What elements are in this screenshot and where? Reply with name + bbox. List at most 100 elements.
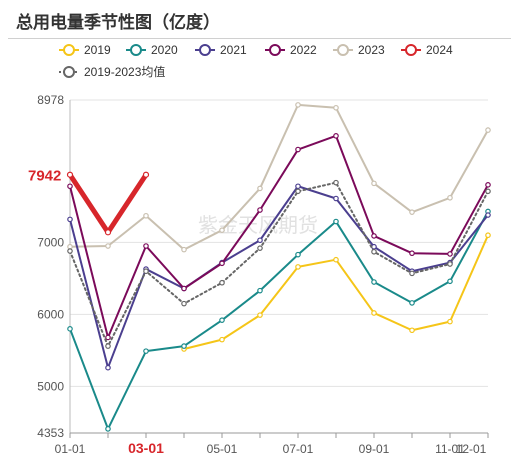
chart-title: 总用电量季节性图（亿度） <box>16 13 220 33</box>
legend-marker-2021 <box>194 42 216 58</box>
y-tick-label: 6000 <box>37 307 64 321</box>
series-2019-2023--point <box>447 261 453 267</box>
series-2020-point <box>181 343 187 349</box>
series-2023-point <box>333 104 339 111</box>
series-2023-point <box>181 246 187 253</box>
series-2022-point <box>105 334 111 341</box>
series-2022-point <box>295 146 301 153</box>
legend-marker-2023 <box>332 42 354 58</box>
series-2021-point <box>485 212 491 218</box>
series-2022-point <box>67 183 73 190</box>
legend-marker-2019 <box>58 42 80 58</box>
x-tick-label: 11-01 <box>435 442 465 456</box>
series-2021-point <box>295 183 301 190</box>
legend-item-2022[interactable]: 2022 <box>264 42 317 58</box>
legend-marker-2024 <box>400 42 422 58</box>
series-2022-point <box>181 285 187 292</box>
legend-label: 2022 <box>290 43 317 57</box>
legend-label: 2021 <box>220 43 247 57</box>
series-2024-point <box>104 229 112 236</box>
series-2023-point <box>219 227 225 233</box>
series-2019-point <box>219 336 225 343</box>
x-tick-label: 01-01 <box>55 442 86 456</box>
series-2021-point <box>333 195 339 202</box>
series-2022-point <box>257 207 263 213</box>
x-tick-label: 09-01 <box>359 442 390 456</box>
legend-label: 2024 <box>426 43 453 57</box>
series-2022-point <box>447 251 453 257</box>
y-tick-label: 4353 <box>37 426 64 440</box>
legend-label: 2019 <box>84 43 111 57</box>
legend-item-2023[interactable]: 2023 <box>332 42 385 58</box>
series-2020-point <box>257 287 263 294</box>
legend-label: 2020 <box>151 43 178 57</box>
series-2020-point <box>447 278 453 285</box>
series-2019-2023--point <box>485 188 491 195</box>
legend-label: 2019-2023均值 <box>84 65 166 79</box>
series-2021-point <box>105 364 111 371</box>
series-2020-point <box>67 326 73 332</box>
series-2022-point <box>371 233 377 239</box>
legend-item-2021[interactable]: 2021 <box>194 42 247 58</box>
legend-marker-2022 <box>264 42 286 58</box>
legend-label: 2023 <box>358 43 385 57</box>
series-2023-point <box>447 194 453 201</box>
legend-item-2020[interactable]: 2020 <box>125 42 178 58</box>
series-2024-point <box>66 171 74 178</box>
series-2020-point <box>219 317 225 323</box>
series-2019-2023--point <box>371 248 377 255</box>
y-tick-label: 5000 <box>37 379 64 393</box>
title-divider <box>8 38 511 39</box>
series-2019-2023--point <box>257 245 263 251</box>
series-2023-line <box>69 103 489 251</box>
series-2019-point <box>447 318 453 325</box>
x-tick-label-highlight: 03-01 <box>128 440 164 456</box>
y-tick-label: 8978 <box>37 93 64 107</box>
series-2023-point <box>143 212 149 219</box>
series-2023-point <box>257 185 263 192</box>
series-2023-point <box>409 209 415 215</box>
series-2019-2023--point <box>105 343 111 349</box>
legend-item-2024[interactable]: 2024 <box>400 42 453 58</box>
series-2020-point <box>371 279 377 285</box>
series-2019-2023--point <box>143 268 149 275</box>
series-2019-point <box>295 264 301 270</box>
series-2019-2023--line <box>69 181 489 348</box>
series-2019-point <box>409 327 415 334</box>
series-2020-point <box>333 218 339 225</box>
series-2019-point <box>333 256 339 263</box>
series-2022-point <box>333 133 339 139</box>
series-2023-point <box>371 180 377 187</box>
x-tick-label: 07-01 <box>283 442 314 456</box>
series-2023-point <box>485 127 491 133</box>
series-2020-point <box>409 300 415 306</box>
x-tick-label: 05-01 <box>207 442 238 456</box>
legend-marker-2020 <box>125 42 147 58</box>
series-2022-point <box>219 260 225 267</box>
series-2023-point <box>105 243 111 249</box>
series-2022-point <box>143 243 149 249</box>
series-2024-point <box>142 171 150 178</box>
series-2019-point <box>257 312 263 318</box>
series-2019-2023--point <box>181 300 187 307</box>
series-2022-point <box>485 182 491 188</box>
legend-item-average[interactable]: 2019-2023均值 <box>58 64 165 80</box>
series-2019-2023--point <box>333 179 339 186</box>
series-2022-point <box>409 250 415 257</box>
series-2022-line <box>69 134 489 339</box>
legend-item-2019[interactable]: 2019 <box>58 42 111 58</box>
series-2020-point <box>143 348 149 354</box>
series-2023-point <box>295 102 301 108</box>
series-2021-point <box>257 237 263 244</box>
series-2019-2023--point <box>295 188 301 195</box>
series-2019-2023--point <box>67 248 73 254</box>
series-2019-point <box>485 232 491 239</box>
last-value-label: 7942 <box>28 168 61 185</box>
y-tick-label: 7000 <box>37 235 64 249</box>
series-2020-point <box>105 426 111 432</box>
series-2020-line <box>69 210 489 430</box>
series-2020-point <box>295 251 301 258</box>
series-2021-point <box>67 216 73 223</box>
x-tick-label: 12-01 <box>456 442 487 456</box>
